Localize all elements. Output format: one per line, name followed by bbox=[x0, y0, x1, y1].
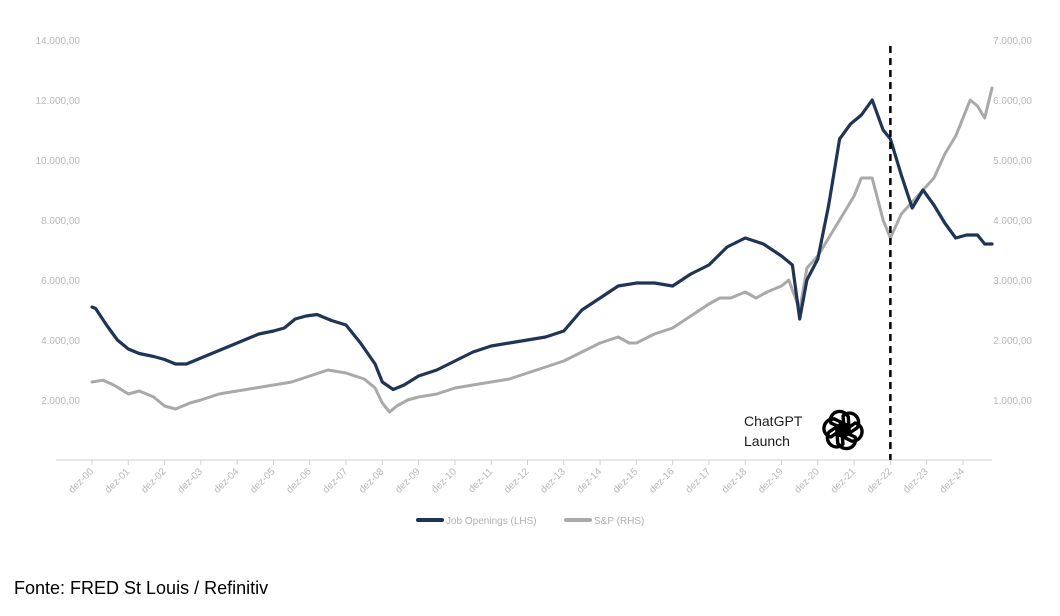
y-left-tick-label: 12.000,00 bbox=[36, 96, 81, 107]
y-right-tick-label: 4.000,00 bbox=[993, 216, 1032, 227]
annotation-line1: ChatGPT bbox=[744, 413, 803, 429]
x-tick-label: dez-08 bbox=[357, 466, 387, 496]
x-tick-label: dez-15 bbox=[611, 466, 641, 496]
x-tick-label: dez-01 bbox=[103, 466, 133, 496]
x-tick-label: dez-04 bbox=[212, 466, 242, 496]
y-right-tick-label: 2.000,00 bbox=[993, 336, 1032, 347]
y-left-tick-label: 2.000,00 bbox=[41, 396, 80, 407]
series-group bbox=[90, 86, 994, 414]
y-left-tick-label: 6.000,00 bbox=[41, 276, 80, 287]
openai-logo-icon bbox=[822, 409, 864, 451]
chatgpt-annotation: ChatGPT Launch bbox=[744, 413, 803, 449]
x-tick-label: dez-03 bbox=[176, 466, 206, 496]
x-tick-label: dez-20 bbox=[793, 466, 823, 496]
x-tick-label: dez-13 bbox=[538, 466, 568, 496]
source-note: Fonte: FRED St Louis / Refinitiv bbox=[14, 578, 269, 598]
x-tick-label: dez-23 bbox=[901, 466, 931, 496]
legend-label-sp: S&P (RHS) bbox=[594, 516, 644, 527]
x-tick-label: dez-17 bbox=[684, 466, 714, 496]
y-right-tick-label: 1.000,00 bbox=[993, 396, 1032, 407]
annotation-line2: Launch bbox=[744, 433, 790, 449]
legend-label-job-openings: Job Openings (LHS) bbox=[446, 516, 537, 527]
x-tick-label: dez-18 bbox=[720, 466, 750, 496]
y-left-tick-label: 4.000,00 bbox=[41, 336, 80, 347]
x-tick-label: dez-09 bbox=[393, 466, 423, 496]
y-axis-left: 14.000,00 12.000,00 10.000,00 8.000,00 6.000… bbox=[36, 36, 81, 407]
legend: Job Openings (LHS) S&P (RHS) bbox=[416, 516, 644, 527]
x-tick-label: dez-07 bbox=[321, 466, 351, 496]
x-tick-label: dez-06 bbox=[284, 466, 314, 496]
series-line-sp bbox=[90, 86, 994, 414]
x-tick-label: dez-21 bbox=[829, 466, 859, 496]
y-axis-right: 7.000,00 6.000,00 5.000,00 4.000,00 3.000,00… bbox=[993, 36, 1032, 407]
y-right-tick-label: 6.000,00 bbox=[993, 96, 1032, 107]
x-tick-label: dez-10 bbox=[430, 466, 460, 496]
x-tick-label: dez-16 bbox=[647, 466, 677, 496]
x-tick-label: dez-05 bbox=[248, 466, 278, 496]
y-left-tick-label: 14.000,00 bbox=[36, 36, 81, 47]
x-axis: dez-00 dez-01 dez-02 dez-03 dez-04 dez-05 dez-… bbox=[67, 460, 968, 496]
series-line-job-openings bbox=[90, 98, 994, 392]
y-right-tick-label: 7.000,00 bbox=[993, 36, 1032, 47]
x-tick-label: dez-02 bbox=[139, 466, 169, 496]
x-tick-label: dez-00 bbox=[67, 466, 97, 496]
x-tick-label: dez-24 bbox=[938, 466, 968, 496]
y-left-tick-label: 10.000,00 bbox=[36, 156, 81, 167]
y-right-tick-label: 5.000,00 bbox=[993, 156, 1032, 167]
y-right-tick-label: 3.000,00 bbox=[993, 276, 1032, 287]
x-tick-label: dez-22 bbox=[865, 466, 895, 496]
x-tick-label: dez-11 bbox=[466, 466, 495, 495]
x-tick-label: dez-19 bbox=[756, 466, 786, 496]
y-left-tick-label: 8.000,00 bbox=[41, 216, 80, 227]
x-tick-label: dez-12 bbox=[502, 466, 532, 496]
x-tick-label: dez-14 bbox=[575, 466, 605, 496]
